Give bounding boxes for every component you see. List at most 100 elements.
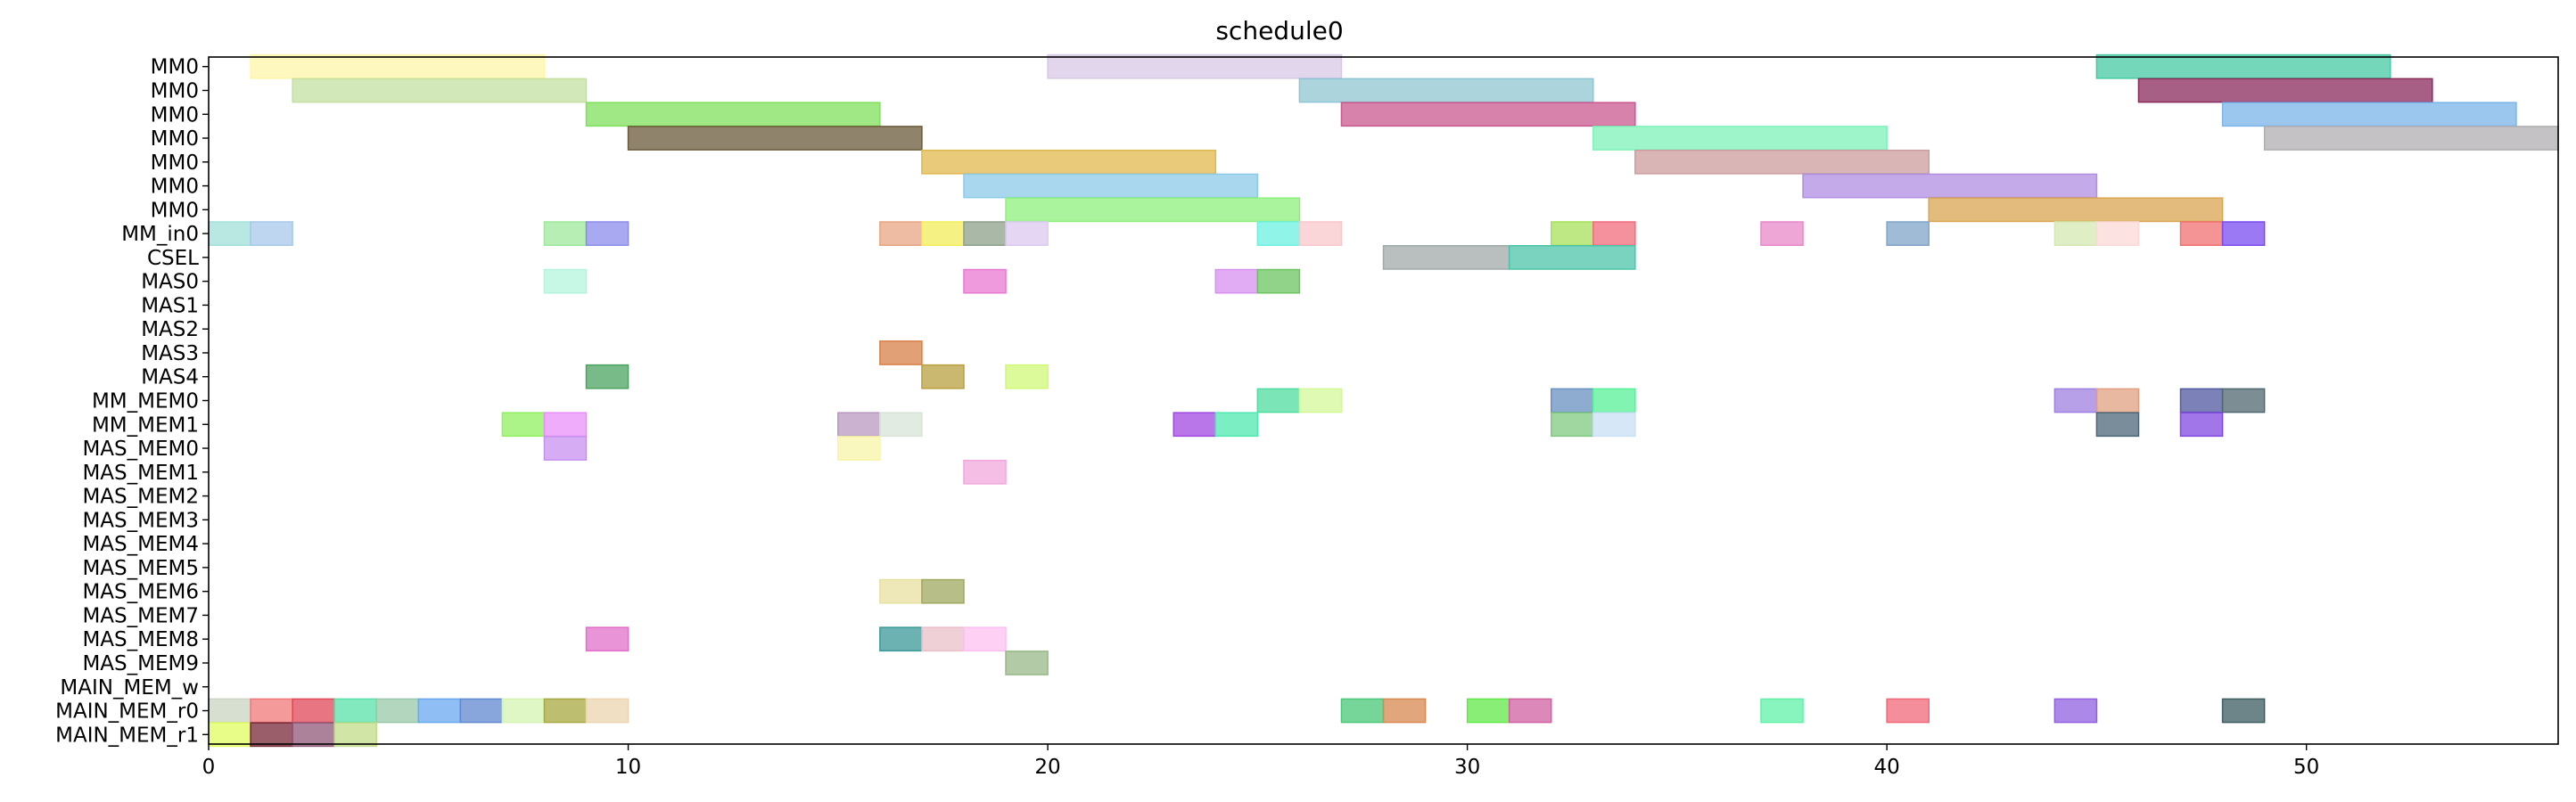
task-bar — [543, 221, 588, 246]
y-tick-label: MAS_MEM8 — [82, 628, 199, 651]
task-bar — [2179, 388, 2224, 413]
task-bar — [1256, 221, 1301, 246]
task-bar — [1340, 698, 1385, 724]
task-bar — [1508, 698, 1552, 724]
task-bar — [250, 53, 546, 79]
task-bar — [1256, 268, 1301, 294]
y-tick-label: MM0 — [151, 127, 199, 151]
y-tick-label: MAS4 — [141, 366, 199, 389]
task-bar — [1508, 245, 1636, 270]
y-tick-label: MM0 — [151, 151, 199, 175]
y-tick-label: MAS_MEM6 — [82, 581, 199, 604]
y-tick-label: MM_MEM1 — [92, 413, 199, 437]
task-bar — [459, 698, 504, 724]
task-bar — [543, 412, 588, 438]
x-tick-label: 10 — [615, 756, 641, 779]
task-bar — [2137, 78, 2433, 103]
task-bar — [250, 221, 293, 246]
task-bar — [501, 412, 546, 438]
x-tick-label: 40 — [1874, 756, 1900, 779]
task-bar — [921, 221, 965, 246]
task-bar — [963, 173, 1259, 199]
task-bar — [1298, 221, 1343, 246]
task-bar — [837, 412, 881, 438]
task-bar — [1173, 412, 1217, 438]
task-bar — [2221, 698, 2266, 724]
task-bar — [963, 268, 1007, 294]
task-bar — [333, 722, 377, 748]
task-bar — [1298, 388, 1343, 413]
task-bar — [1340, 102, 1636, 127]
y-tick-label: MM_in0 — [121, 223, 199, 246]
task-bar — [1550, 412, 1594, 438]
task-bar — [1593, 412, 1636, 438]
task-bar — [1593, 221, 1636, 246]
task-bar — [2095, 221, 2140, 246]
task-bars — [208, 53, 2559, 748]
task-bar — [921, 626, 965, 652]
y-tick-label: MAS_MEM1 — [82, 462, 199, 485]
task-bar — [585, 364, 630, 389]
task-bar — [1298, 78, 1594, 103]
task-bar — [585, 626, 630, 652]
task-bar — [333, 698, 377, 724]
task-bar — [1886, 698, 1930, 724]
y-tick-label: MAS_MEM2 — [82, 486, 199, 509]
task-bar — [2263, 126, 2559, 151]
y-tick-label: MAS_MEM5 — [82, 557, 199, 580]
task-bar — [921, 149, 1217, 175]
task-bar — [627, 126, 923, 151]
task-bar — [921, 364, 965, 389]
task-bar — [417, 698, 462, 724]
task-bar — [1634, 149, 1930, 175]
task-bar — [1005, 221, 1049, 246]
task-bar — [2095, 388, 2140, 413]
task-bar — [2053, 388, 2098, 413]
y-tick-label: MM0 — [151, 176, 199, 199]
task-bar — [2221, 388, 2266, 413]
y-tick-label: MM0 — [151, 199, 199, 222]
task-bar — [1802, 173, 2098, 199]
task-bar — [963, 459, 1007, 485]
task-bar — [1256, 388, 1301, 413]
x-tick-label: 30 — [1454, 756, 1480, 779]
y-tick-label: MAS_MEM4 — [82, 533, 199, 556]
task-bar — [1928, 197, 2224, 223]
task-bar — [2095, 53, 2391, 79]
task-bar — [250, 722, 293, 748]
x-tick-label: 20 — [1034, 756, 1060, 779]
task-bar — [1214, 268, 1259, 294]
chart-title: schedule0 — [1215, 16, 1343, 45]
task-bar — [292, 698, 335, 724]
y-tick-label: MAS_MEM9 — [82, 652, 199, 675]
task-bar — [543, 436, 588, 461]
task-bar — [250, 698, 293, 724]
task-bar — [1005, 197, 1301, 223]
y-tick-label: MAS3 — [141, 342, 199, 365]
task-bar — [208, 221, 251, 246]
task-bar — [1382, 245, 1510, 270]
task-bar — [585, 102, 881, 127]
y-tick-label: MAS_MEM0 — [82, 438, 199, 461]
task-bar — [1047, 53, 1343, 79]
task-bar — [543, 698, 588, 724]
task-bar — [879, 221, 923, 246]
task-bar — [292, 78, 588, 103]
task-bar — [1886, 221, 1930, 246]
task-bar — [208, 698, 251, 724]
x-axis: 0 10 20 30 40 50 — [202, 744, 2319, 779]
task-bar — [1214, 412, 1259, 438]
task-bar — [585, 221, 630, 246]
task-bar — [963, 221, 1007, 246]
y-tick-label: MAS_MEM7 — [82, 604, 199, 627]
task-bar — [1593, 388, 1636, 413]
task-bar — [375, 698, 420, 724]
task-bar — [1593, 126, 1888, 151]
task-bar — [1550, 221, 1594, 246]
y-axis: MM0MM0MM0MM0MM0MM0MM0MM_in0CSELMAS0MAS1M… — [55, 56, 209, 747]
task-bar — [879, 340, 923, 365]
task-bar — [921, 578, 965, 604]
task-bar — [837, 436, 881, 461]
y-tick-label: MAIN_MEM_r1 — [55, 724, 199, 747]
